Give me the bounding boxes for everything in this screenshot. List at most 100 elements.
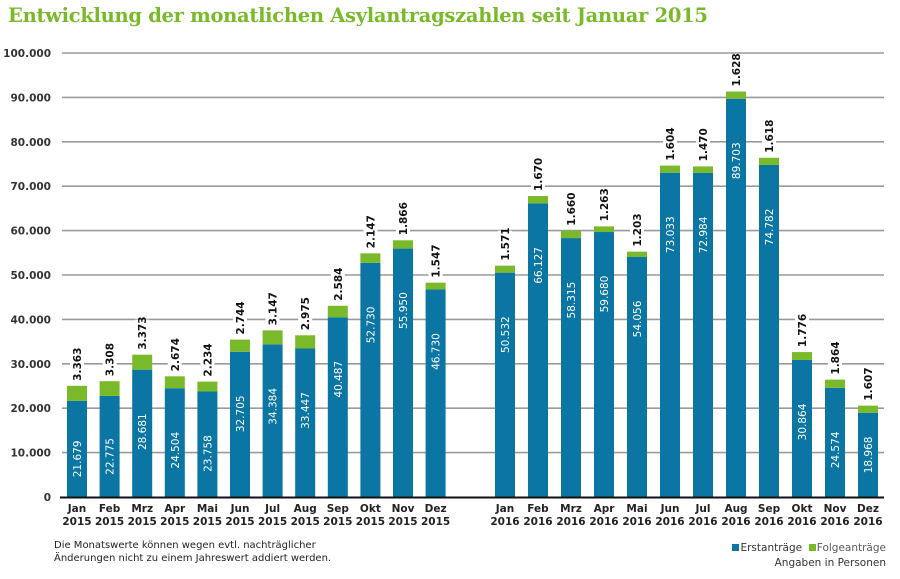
gridlines: [62, 52, 884, 454]
data-label-erstantraege: 52.730: [365, 307, 377, 344]
bar-folgeantraege: [67, 385, 87, 401]
bar-erstantraege: [495, 272, 515, 497]
x-tick-month: Dez: [425, 503, 447, 515]
unit-note: Angaben in Personen: [774, 557, 886, 569]
bar-erstantraege: [360, 262, 381, 497]
bar-group: 54.056 1.203: [627, 213, 647, 497]
data-label-bg: [729, 56, 743, 87]
data-label-erstantraege: 34.384: [268, 388, 280, 425]
legend-label-erstantraege: Erstanträge: [740, 542, 803, 554]
data-label-bg: [135, 319, 150, 350]
data-label-erstantraege: 23.758: [202, 435, 214, 472]
bar-erstantraege: [660, 172, 680, 498]
y-tick-label: 80.000: [10, 137, 51, 149]
data-label-folgeantraege: 1.618: [764, 120, 776, 153]
bar-erstantraege: [594, 232, 614, 497]
bar-folgeantraege: [825, 379, 845, 388]
data-label-folgeantraege: 3.308: [105, 343, 117, 376]
data-label-folgeantraege: 2.744: [235, 301, 247, 334]
bar-folgeantraege: [327, 305, 348, 318]
x-tick-year: 2016: [589, 516, 618, 528]
bar-folgeantraege: [627, 251, 647, 257]
x-tick-month: Sep: [327, 503, 350, 515]
data-label-erstantraege: 46.730: [431, 333, 443, 370]
x-tick-year: 2015: [225, 516, 254, 528]
footnote: Die Monatswerte können wegen evtl. nacht…: [54, 539, 394, 565]
bar-group: 58.315 1.660: [561, 192, 581, 497]
data-label-bg: [531, 160, 545, 191]
data-label-erstantraege: 18.968: [863, 437, 875, 474]
data-label-erstantraege: 59.680: [599, 276, 611, 313]
data-label-erstantraege: 21.679: [72, 440, 84, 477]
x-tick-month: Apr: [594, 503, 616, 515]
data-label-bg: [564, 195, 578, 226]
data-label-folgeantraege: 1.607: [863, 367, 875, 400]
x-tick-month: Nov: [824, 503, 847, 515]
y-tick-label: 60.000: [10, 226, 51, 238]
data-label-erstantraege: 58.315: [566, 282, 578, 319]
bar-folgeantraege: [164, 376, 185, 389]
x-tick-year: 2016: [820, 516, 849, 528]
data-label-erstantraege: 40.487: [333, 361, 345, 398]
data-label-bg: [396, 205, 410, 236]
x-tick-month: Dez: [857, 503, 879, 515]
data-label-erstantraege: 30.864: [797, 403, 809, 440]
bar-folgeantraege: [132, 354, 153, 370]
data-label-folgeantraege: 3.147: [268, 292, 280, 325]
data-label-folgeantraege: 3.363: [72, 348, 84, 381]
bar-folgeantraege: [693, 166, 713, 173]
bar-erstantraege: [627, 256, 647, 497]
bar-group: 33.447 2.975: [295, 297, 316, 497]
x-tick-month: Mai: [626, 503, 647, 515]
bar-folgeantraege: [495, 265, 515, 273]
bar-erstantraege: [561, 238, 581, 497]
y-axis-ticks: 0 10.000 20.000 30.000 40.000 50.000 60.000 70.…: [3, 48, 51, 504]
data-label-folgeantraege: 1.628: [731, 53, 743, 86]
x-tick-month: Mrz: [131, 503, 153, 515]
y-tick-label: 0: [44, 492, 51, 504]
bar-group: 21.679 3.363: [67, 348, 87, 497]
data-label-erstantraege: 32.705: [235, 395, 247, 432]
x-tick-year: 2015: [421, 516, 450, 528]
x-tick-year: 2016: [622, 516, 651, 528]
y-tick-label: 70.000: [10, 181, 51, 193]
x-tick-month: Aug: [294, 503, 317, 515]
x-tick-month: Jun: [230, 503, 250, 515]
x-tick-month: Jan: [495, 503, 514, 515]
data-label-folgeantraege: 1.263: [599, 188, 611, 221]
bar-erstantraege: [197, 391, 218, 497]
data-label-erstantraege: 73.033: [665, 216, 677, 253]
bar-erstantraege: [825, 387, 845, 497]
bar-erstantraege: [67, 400, 87, 497]
y-tick-label: 100.000: [3, 48, 51, 60]
bar-folgeantraege: [561, 230, 581, 239]
data-label-folgeantraege: 3.373: [137, 316, 149, 349]
y-tick-label: 40.000: [10, 314, 51, 326]
data-label-bg: [828, 344, 842, 375]
x-tick-month: Mrz: [560, 503, 582, 515]
bar-folgeantraege: [858, 405, 878, 413]
x-tick-month: Sep: [758, 503, 781, 515]
data-label-folgeantraege: 1.571: [500, 227, 512, 260]
x-tick-year: 2015: [258, 516, 287, 528]
data-label-erstantraege: 28.681: [137, 413, 149, 450]
bar-folgeantraege: [792, 352, 812, 360]
x-tick-year: 2016: [688, 516, 717, 528]
bar-folgeantraege: [393, 240, 413, 249]
data-label-folgeantraege: 2.674: [170, 338, 182, 371]
data-label-bg: [330, 270, 345, 301]
data-label-erstantraege: 22.775: [105, 438, 117, 475]
data-label-erstantraege: 33.447: [300, 392, 312, 429]
data-label-folgeantraege: 1.776: [797, 314, 809, 347]
bar-folgeantraege: [295, 335, 316, 349]
data-label-folgeantraege: 1.866: [398, 202, 410, 235]
x-tick-year: 2015: [95, 516, 124, 528]
data-label-folgeantraege: 1.670: [533, 158, 545, 191]
bar-group: 18.968 1.607: [858, 367, 878, 497]
data-label-folgeantraege: 2.584: [333, 268, 345, 301]
data-label-bg: [663, 130, 677, 161]
x-tick-year: 2016: [787, 516, 816, 528]
data-label-folgeantraege: 2.234: [202, 343, 214, 376]
data-label-erstantraege: 24.504: [170, 432, 182, 469]
data-label-bg: [696, 131, 710, 162]
